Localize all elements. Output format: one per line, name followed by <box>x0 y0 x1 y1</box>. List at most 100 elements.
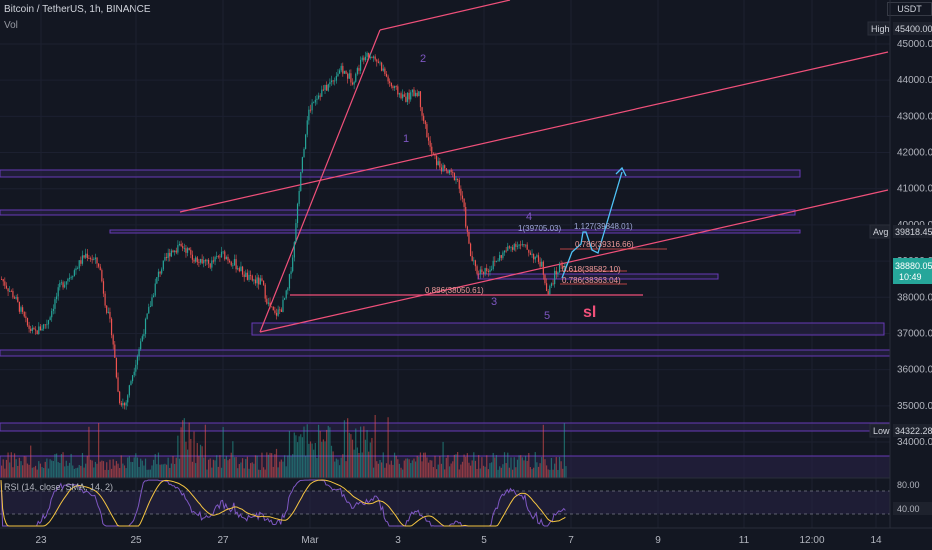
candle <box>138 347 140 361</box>
currency-label[interactable]: USDT <box>887 2 932 16</box>
candle <box>175 247 177 255</box>
candle <box>398 92 401 98</box>
candlesticks[interactable] <box>1 51 567 410</box>
volume-bar <box>175 457 177 478</box>
candle <box>219 254 221 262</box>
volume-bar <box>461 461 464 478</box>
candle <box>115 357 118 379</box>
volume-bar <box>188 422 190 478</box>
candle <box>89 256 92 262</box>
volume-bar <box>381 462 383 478</box>
candle <box>445 168 447 174</box>
candle <box>403 91 405 97</box>
candle <box>306 116 308 138</box>
volume-bar <box>330 445 333 478</box>
volume-bar <box>400 467 402 478</box>
volume-bar <box>138 466 140 478</box>
candle <box>178 241 181 247</box>
trendlines[interactable] <box>179 0 889 333</box>
volume-bar <box>427 462 430 478</box>
volume-bar <box>355 428 357 478</box>
volume-bar <box>397 459 399 478</box>
candle <box>298 186 300 207</box>
candle <box>545 278 548 292</box>
time-axis[interactable]: 23 25 27 Mar 3 5 7 9 11 12:00 14 <box>35 535 882 546</box>
candle <box>41 324 43 331</box>
price-tick-2: 43000.00 <box>897 111 932 122</box>
volume-bar <box>28 464 30 478</box>
candle <box>460 185 462 201</box>
volume-bar <box>436 469 438 478</box>
candle <box>366 51 368 61</box>
volume-bar <box>264 469 266 478</box>
candle <box>324 84 326 94</box>
candle <box>25 311 27 323</box>
volume-bar <box>262 467 265 478</box>
candle <box>275 308 278 320</box>
candle <box>503 250 506 256</box>
candle <box>101 268 103 283</box>
candle-countdown: 10:49 <box>899 272 922 282</box>
high-tag: High 45400.00 <box>867 21 932 36</box>
avg-tag-label: Avg <box>873 227 888 237</box>
volume-bar <box>437 464 439 478</box>
candle <box>393 85 396 91</box>
volume-bar <box>198 456 200 478</box>
volume-bar <box>240 462 242 478</box>
fib-label-1: 1(39705.03) <box>518 224 561 233</box>
volume-bar <box>191 461 194 478</box>
volume-bar <box>174 463 176 478</box>
candle <box>395 85 397 90</box>
volume-bar <box>112 459 114 478</box>
volume-bar <box>490 462 493 478</box>
candle <box>34 326 37 335</box>
volume-bar <box>106 462 108 478</box>
volume-bar <box>474 460 477 478</box>
rsi-panel[interactable]: RSI (14, close, SMA, 14, 2) <box>0 477 890 527</box>
candle <box>347 72 349 84</box>
candle <box>334 77 336 86</box>
volume-label: Vol <box>4 20 18 31</box>
candle <box>72 275 74 280</box>
volume-bar <box>414 461 417 478</box>
candle <box>240 261 242 272</box>
candle <box>148 303 150 314</box>
chart-title: Bitcoin / TetherUS, 1h, BINANCE <box>4 4 151 15</box>
candle <box>353 80 355 90</box>
volume-bar <box>557 469 559 478</box>
volume-bar <box>402 469 404 478</box>
candle <box>500 254 502 261</box>
volume-bar <box>358 452 360 478</box>
stop-loss-label: sl <box>583 304 596 321</box>
volume-bar <box>272 466 274 478</box>
candle <box>80 256 82 267</box>
candle <box>434 152 436 160</box>
projection-path[interactable] <box>561 166 627 279</box>
candle <box>143 329 145 340</box>
volume-bar <box>102 461 105 478</box>
volume-bar <box>316 457 318 478</box>
volume-bar <box>565 466 567 478</box>
candle <box>296 202 299 228</box>
candle <box>164 253 166 262</box>
volume-bar <box>455 454 457 478</box>
price-axis[interactable]: 45000.00 44000.00 43000.00 42000.00 41000.00… <box>897 39 932 448</box>
volume-bar <box>374 414 376 478</box>
volume-bar <box>123 465 126 478</box>
candle <box>550 282 553 288</box>
volume-bar <box>560 461 562 478</box>
candle <box>47 319 50 329</box>
candle <box>77 266 79 270</box>
candle <box>277 305 279 317</box>
candle <box>46 319 48 329</box>
volume-bar <box>534 452 536 478</box>
volume-bar <box>303 426 305 478</box>
volume-bar <box>463 454 465 478</box>
rsi-axis-80: 80.00 <box>897 480 920 490</box>
volume-bar <box>371 437 373 478</box>
candle <box>555 266 557 279</box>
volume-bar <box>478 455 480 478</box>
volume-bar <box>94 461 96 478</box>
candle <box>110 317 113 339</box>
